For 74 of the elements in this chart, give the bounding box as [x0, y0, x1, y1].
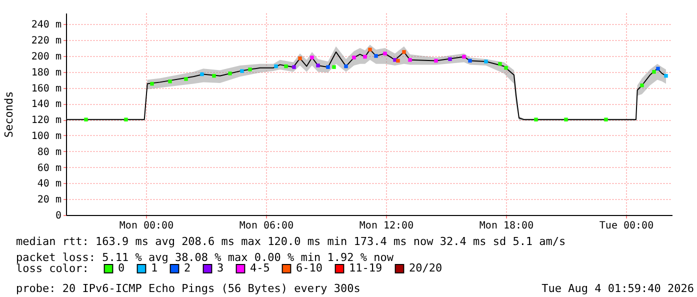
point [332, 65, 336, 69]
point [352, 56, 356, 60]
point [368, 48, 372, 52]
y-tick-label: 200 m [31, 51, 62, 62]
point [124, 118, 128, 122]
point [316, 64, 320, 68]
point [448, 57, 452, 61]
y-tick-label: 80 m [37, 146, 62, 158]
point [310, 56, 314, 60]
x-tick-label: Mon 00:00 [119, 220, 174, 232]
legend-title: loss color: [16, 262, 89, 275]
point [168, 80, 172, 84]
x-tick-label: Tue 00:00 [599, 220, 654, 232]
point [292, 65, 296, 69]
point [534, 118, 538, 122]
point [656, 66, 660, 71]
point [434, 58, 438, 63]
text: median rtt: 163.9 ms avg 208.6 ms max 120.0 ms min 173.4 ms now 32.4 ms sd 5.1 am/s [16, 235, 566, 248]
point [664, 74, 668, 78]
x-tick-label: Mon 12:00 [359, 220, 414, 232]
text: Tue Aug 4 01:59:40 2026 [542, 282, 694, 295]
point [200, 72, 204, 76]
point [504, 66, 508, 70]
legend-label: 0 [118, 262, 125, 275]
y-tick-label: 120 m [31, 115, 62, 126]
legend-label: 2 [184, 262, 191, 275]
legend-label: 1 [151, 262, 158, 275]
legend-label: 11-19 [349, 262, 382, 275]
point [604, 118, 608, 122]
point [402, 50, 406, 54]
point [212, 74, 216, 78]
point [383, 52, 387, 56]
y-tick-label: 20 m [37, 194, 62, 206]
point [640, 84, 644, 88]
y-tick-label: 220 m [31, 36, 62, 47]
point [84, 118, 88, 122]
legend-label: 4-5 [250, 262, 270, 275]
point [284, 64, 288, 68]
point [184, 77, 188, 81]
point [298, 56, 302, 60]
point [374, 54, 378, 58]
legend-label: 6-10 [296, 262, 322, 275]
point [396, 58, 400, 63]
point [326, 65, 330, 69]
y-tick-label: 100 m [31, 130, 62, 142]
y-tick-label: 40 m [37, 178, 62, 190]
point [652, 70, 656, 74]
legend-label: 20/20 [409, 262, 442, 275]
point [408, 58, 412, 62]
point [240, 69, 244, 73]
point [468, 58, 472, 63]
y-tick-label: 140 m [31, 99, 62, 110]
point [248, 68, 252, 72]
y-tick-label: 0 [55, 210, 62, 222]
point [462, 54, 466, 59]
point [498, 62, 502, 66]
point [393, 58, 397, 62]
x-tick-label: Mon 06:00 [239, 220, 294, 232]
y-axis-title: Seconds [2, 91, 16, 138]
point [363, 54, 367, 59]
x-tick-label: Mon 18:00 [479, 220, 534, 232]
point [150, 82, 154, 86]
point [344, 64, 348, 68]
text: packet loss: 5.11 % avg 38.08 % max 0.00 % min 1.92 % now [16, 251, 394, 264]
y-tick-label: 60 m [37, 162, 62, 174]
point [228, 72, 232, 76]
legend-label: 3 [217, 262, 224, 275]
y-tick-label: 180 m [31, 67, 62, 78]
y-tick-label: 240 m [31, 20, 62, 31]
y-tick-label: 160 m [31, 83, 62, 94]
point [564, 118, 568, 122]
point [484, 60, 488, 64]
point [274, 64, 278, 68]
text: probe: 20 IPv6-ICMP Echo Pings (56 Bytes) every 300s [16, 282, 360, 295]
